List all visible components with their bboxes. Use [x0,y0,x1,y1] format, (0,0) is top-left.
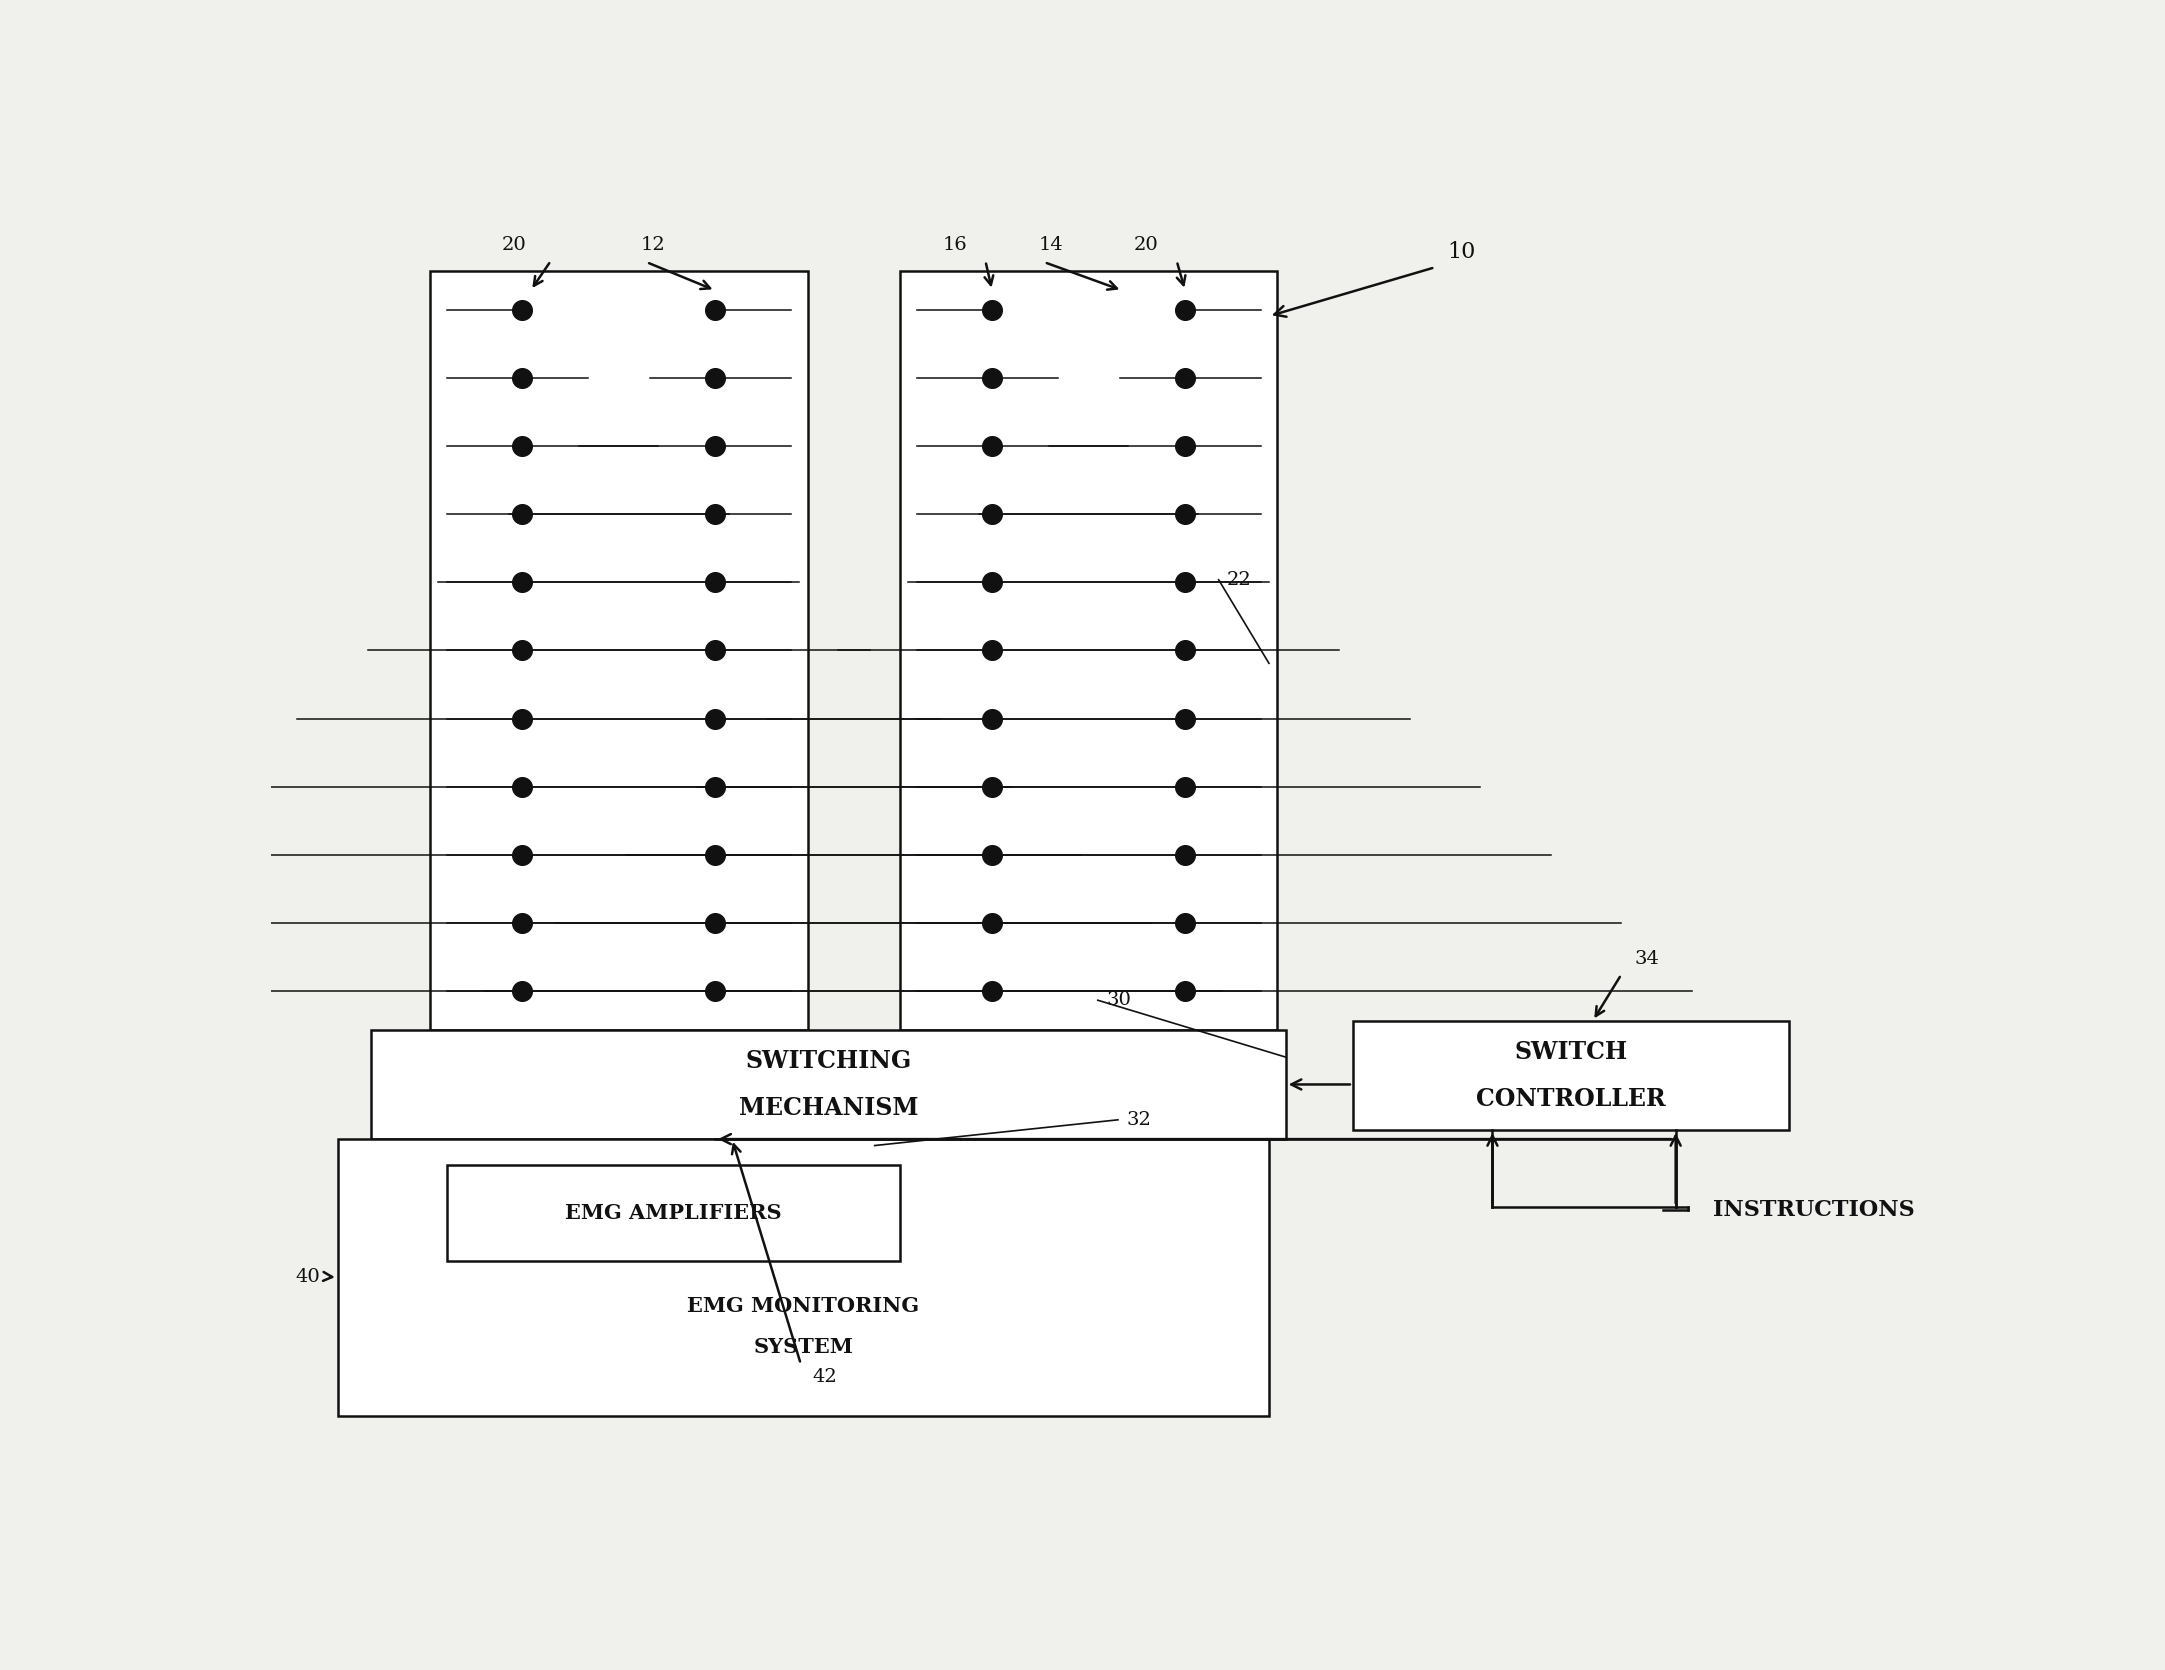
Point [974,842,1009,868]
Point [974,910,1009,937]
Point [1167,638,1202,665]
Point [974,296,1009,322]
Point [697,705,732,731]
Text: 20: 20 [502,237,526,254]
Point [697,638,732,665]
Point [504,773,539,800]
Point [504,979,539,1005]
Point [974,638,1009,665]
Text: 34: 34 [1635,950,1658,969]
Point [974,501,1009,528]
Text: CONTROLLER: CONTROLLER [1477,1087,1665,1111]
Point [1167,364,1202,391]
Text: INSTRUCTIONS: INSTRUCTIONS [1713,1199,1914,1221]
Text: EMG MONITORING: EMG MONITORING [686,1296,920,1316]
Text: 40: 40 [294,1268,320,1286]
Point [697,910,732,937]
Point [1167,501,1202,528]
Point [1167,296,1202,322]
Point [697,501,732,528]
Bar [446,1166,901,1261]
Point [1167,842,1202,868]
Point [974,979,1009,1005]
Point [697,364,732,391]
Point [1167,910,1202,937]
Point [974,433,1009,459]
Text: EMG AMPLIFIERS: EMG AMPLIFIERS [565,1202,782,1222]
Bar [431,271,808,1030]
Point [697,433,732,459]
Point [504,364,539,391]
Text: 10: 10 [1448,240,1477,262]
Text: 16: 16 [942,237,968,254]
Point [697,842,732,868]
Point [1167,773,1202,800]
Point [974,773,1009,800]
Point [1167,979,1202,1005]
Text: 30: 30 [1106,992,1130,1009]
Point [504,705,539,731]
Text: 20: 20 [1134,237,1158,254]
Point [504,296,539,322]
Bar [372,1030,1286,1139]
Bar [1353,1020,1788,1131]
Bar [338,1139,1269,1416]
Point [504,638,539,665]
Point [504,433,539,459]
Point [697,773,732,800]
Point [974,705,1009,731]
Point [504,569,539,596]
Point [504,910,539,937]
Point [504,501,539,528]
Point [974,569,1009,596]
Point [697,569,732,596]
Point [504,842,539,868]
Point [974,364,1009,391]
Text: SWITCH: SWITCH [1513,1040,1628,1064]
Point [1167,705,1202,731]
Text: MECHANISM: MECHANISM [738,1096,918,1119]
Text: 32: 32 [1126,1111,1152,1129]
Text: 22: 22 [1228,571,1251,590]
Text: 42: 42 [812,1368,836,1386]
Text: SYSTEM: SYSTEM [753,1338,853,1358]
Point [1167,433,1202,459]
Text: 12: 12 [641,237,665,254]
Text: 14: 14 [1039,237,1063,254]
Bar [901,271,1277,1030]
Point [697,296,732,322]
Point [697,979,732,1005]
Point [1167,569,1202,596]
Text: SWITCHING: SWITCHING [745,1049,911,1074]
